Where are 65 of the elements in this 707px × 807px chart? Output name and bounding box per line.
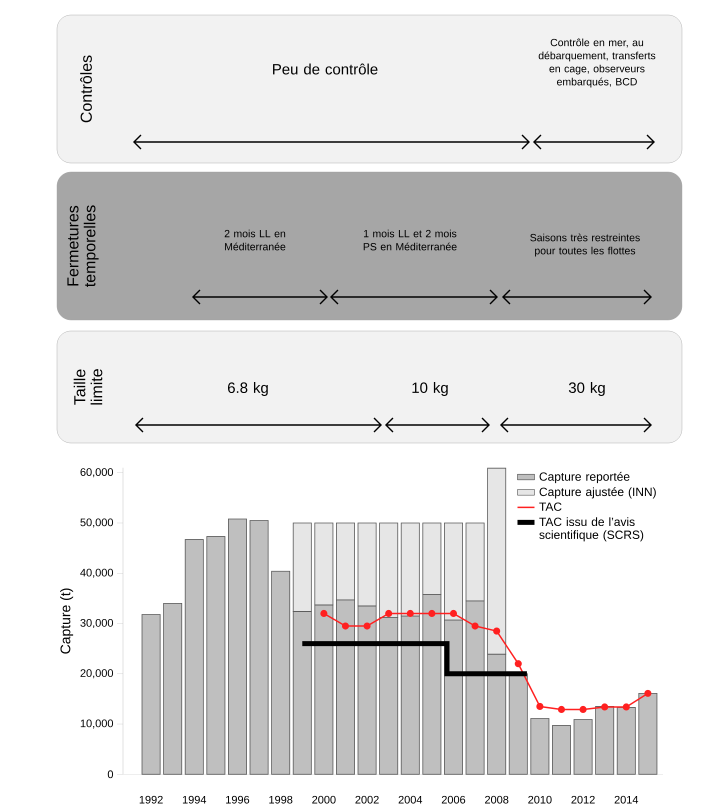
point	[580, 706, 587, 714]
x-tick-label: 2014	[614, 796, 638, 804]
text: Contrôles	[80, 55, 92, 122]
bar	[184, 539, 204, 775]
bar	[228, 518, 247, 775]
x-tick-label: 2006	[442, 796, 466, 804]
bar	[616, 707, 636, 775]
y-tick-label: 60,000	[80, 468, 114, 478]
bar	[508, 673, 528, 775]
legend-label: TAC	[539, 502, 562, 511]
bar	[206, 536, 226, 775]
y-tick-label: 0	[108, 770, 114, 778]
text: 2 mois LL en Méditerranée	[224, 230, 286, 250]
point	[450, 610, 458, 618]
point	[644, 690, 652, 697]
point	[601, 703, 608, 711]
point	[472, 622, 479, 630]
y-tick-label: 50,000	[80, 518, 114, 528]
x-tick-label: 2012	[571, 796, 595, 804]
bar	[638, 692, 658, 775]
bar	[163, 603, 182, 775]
legend-label: Capture reportée	[540, 472, 630, 484]
point	[493, 628, 500, 635]
x-tick-label: 2004	[398, 796, 422, 804]
point	[536, 702, 544, 710]
bar	[574, 719, 593, 775]
bar	[552, 725, 571, 775]
x-tick-label: 2002	[355, 796, 379, 804]
point	[320, 610, 328, 618]
text: Saisons très restreintes pour toutes les flottes	[530, 234, 640, 256]
text: 1 mois LL et 2 mois PS en Méditerranée	[364, 230, 457, 250]
point	[364, 622, 371, 630]
point	[558, 706, 566, 714]
point	[622, 703, 630, 711]
text: Taille limite	[74, 369, 102, 405]
x-tick-label: 1998	[269, 796, 292, 804]
text: Contrôle en mer, au débarquement, transferts en cage, observeurs embarqués, BCD	[538, 38, 656, 88]
bar	[595, 706, 614, 775]
text: 30 kg	[568, 382, 605, 396]
y-tick-label: 40,000	[80, 568, 114, 578]
y-axis-title: Capture (t)	[60, 588, 74, 654]
text: 10 kg	[412, 382, 448, 396]
text: Fermetures temporelles	[67, 205, 99, 287]
x-tick-label: 2008	[485, 796, 508, 804]
y-tick-label: 30,000	[80, 619, 114, 628]
point	[385, 610, 392, 618]
bar	[250, 520, 269, 775]
x-tick-label: 2010	[528, 796, 552, 804]
point	[428, 610, 436, 618]
legend-label: Capture ajustée (INN)	[540, 487, 656, 498]
x-tick-label: 2000	[312, 796, 336, 804]
point	[342, 622, 350, 630]
bar	[530, 718, 550, 775]
point	[406, 610, 414, 618]
text: Peu de contrôle	[273, 64, 378, 75]
x-tick-label: 1992	[140, 796, 163, 804]
legend-label: TAC issu de l’avis scientifique (SCRS)	[539, 517, 644, 542]
x-tick-label: 1996	[226, 796, 250, 804]
point	[514, 660, 522, 668]
bar	[142, 614, 161, 775]
y-tick-label: 20,000	[80, 669, 114, 678]
text: 6.8 kg	[228, 382, 268, 396]
x-tick-label: 1994	[182, 796, 206, 804]
bar	[271, 570, 290, 775]
y-tick-label: 10,000	[80, 720, 114, 729]
